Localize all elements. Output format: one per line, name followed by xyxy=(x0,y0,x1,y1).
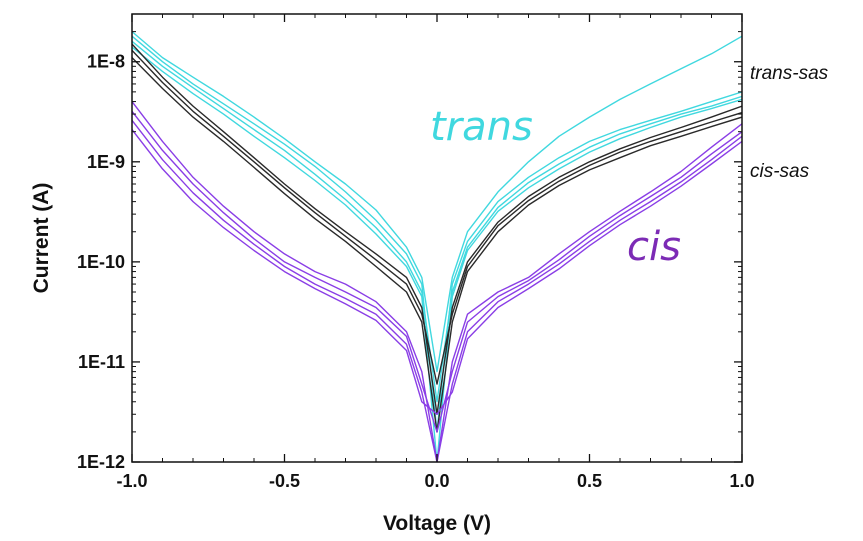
x-tick-label: -0.5 xyxy=(269,471,300,491)
y-axis-title: Current (A) xyxy=(30,183,53,294)
y-tick-label: 1E-8 xyxy=(87,52,125,72)
x-axis-title: Voltage (V) xyxy=(383,512,491,535)
annotation-cis: cis xyxy=(627,224,681,270)
series-layer xyxy=(132,31,742,462)
y-tick-label: 1E-11 xyxy=(78,352,125,372)
series-line-cis-8 xyxy=(132,101,742,462)
x-tick-label: 0.5 xyxy=(577,471,602,491)
series-line-trans-4 xyxy=(132,46,742,462)
series-line-trans-sas-6 xyxy=(132,49,742,385)
tick-layer: -1.0 -0.5 0.0 0.5 1.0 1E-12 1E-11 1E-10 1E-9 1E-8 xyxy=(77,14,755,491)
x-tick-label: -1.0 xyxy=(116,471,147,491)
series-line-cis-10 xyxy=(132,119,742,462)
annotation-layer: trans cis trans-sas cis-sas xyxy=(430,63,829,270)
annotation-trans: trans xyxy=(430,104,533,150)
series-line-trans-3 xyxy=(132,40,742,403)
series-line-trans-1 xyxy=(132,31,742,373)
y-tick-label: 1E-12 xyxy=(77,452,125,472)
annotation-cis-sas: cis-sas xyxy=(750,161,810,182)
series-line-cis-11 xyxy=(132,129,742,415)
annotation-trans-sas: trans-sas xyxy=(750,63,829,84)
y-tick-label: 1E-9 xyxy=(87,152,125,172)
series-line-cis-9 xyxy=(132,110,742,433)
x-tick-label: 0.0 xyxy=(424,471,449,491)
x-tick-label: 1.0 xyxy=(729,471,754,491)
y-tick-label: 1E-10 xyxy=(77,252,125,272)
